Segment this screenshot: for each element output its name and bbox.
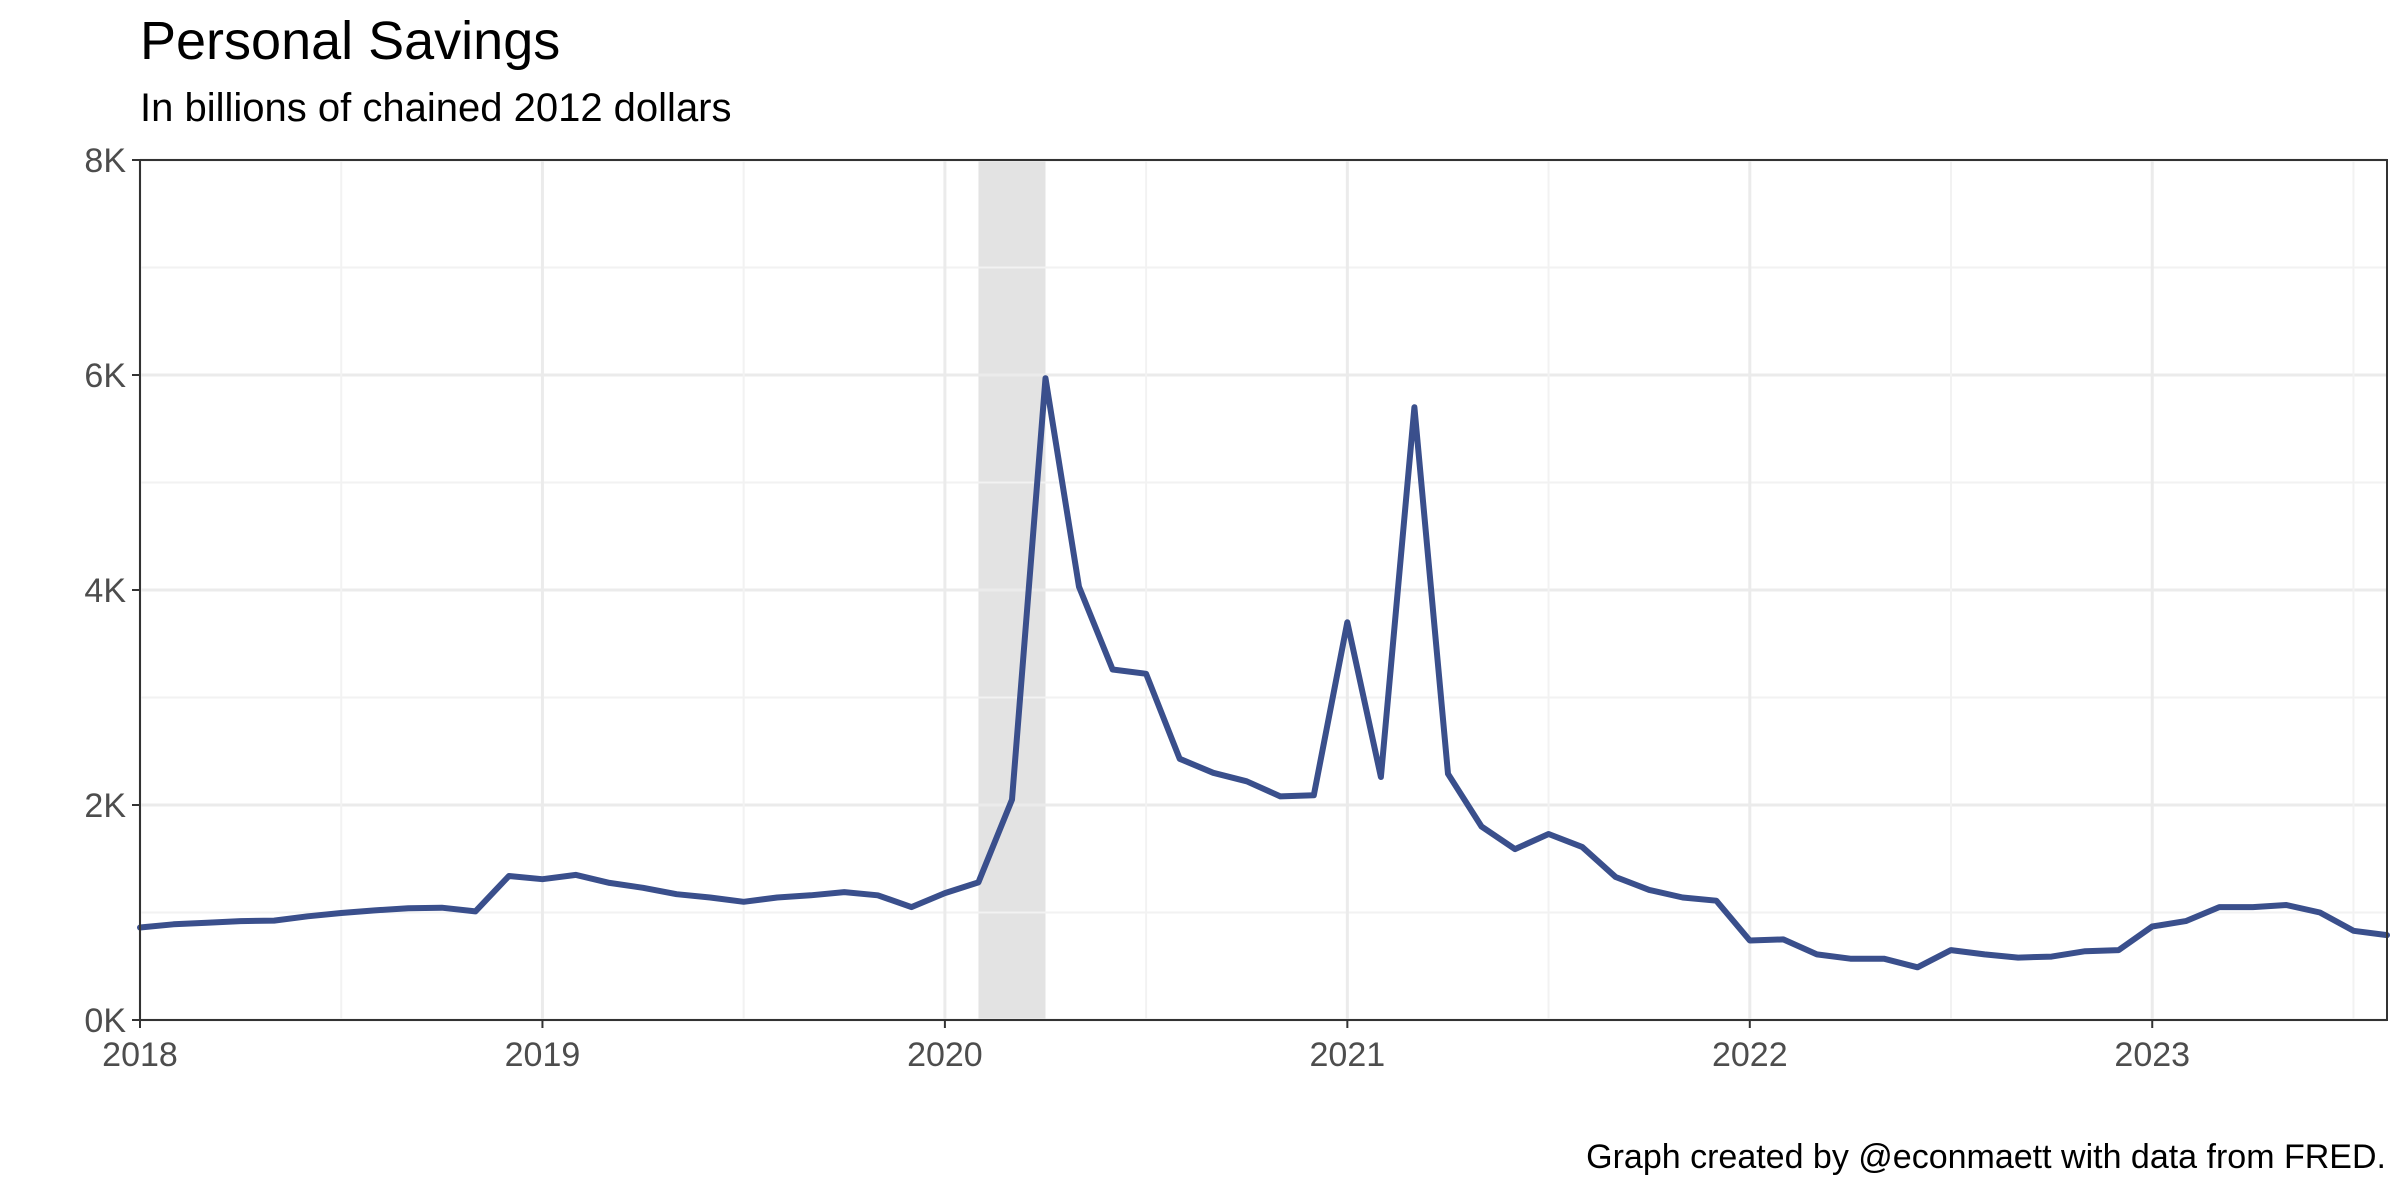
x-tick-label: 2023 bbox=[2114, 1036, 2190, 1074]
chart-title: Personal Savings bbox=[140, 11, 561, 71]
x-tick-label: 2018 bbox=[102, 1036, 178, 1074]
series-line bbox=[137, 375, 2390, 971]
y-tick-label: 0K bbox=[84, 1002, 126, 1040]
y-tick-label: 4K bbox=[84, 572, 126, 610]
y-tick-label: 2K bbox=[84, 787, 126, 825]
chart-subtitle: In billions of chained 2012 dollars bbox=[140, 86, 732, 130]
x-tick-label: 2020 bbox=[907, 1036, 983, 1074]
y-tick-label: 6K bbox=[84, 357, 126, 395]
x-tick-label: 2022 bbox=[1712, 1036, 1788, 1074]
gridlines bbox=[138, 158, 2387, 1022]
chart-caption: Graph created by @econmaett with data fr… bbox=[1586, 1138, 2386, 1176]
x-tick-label: 2021 bbox=[1310, 1036, 1386, 1074]
x-tick-label: 2019 bbox=[505, 1036, 581, 1074]
y-tick-label: 8K bbox=[84, 142, 126, 180]
series-layer bbox=[137, 375, 2390, 971]
axis-ticks: 0K 2K 4K 6K 8K 2018 2019 2020 2021 2022 2023 bbox=[84, 142, 2190, 1074]
